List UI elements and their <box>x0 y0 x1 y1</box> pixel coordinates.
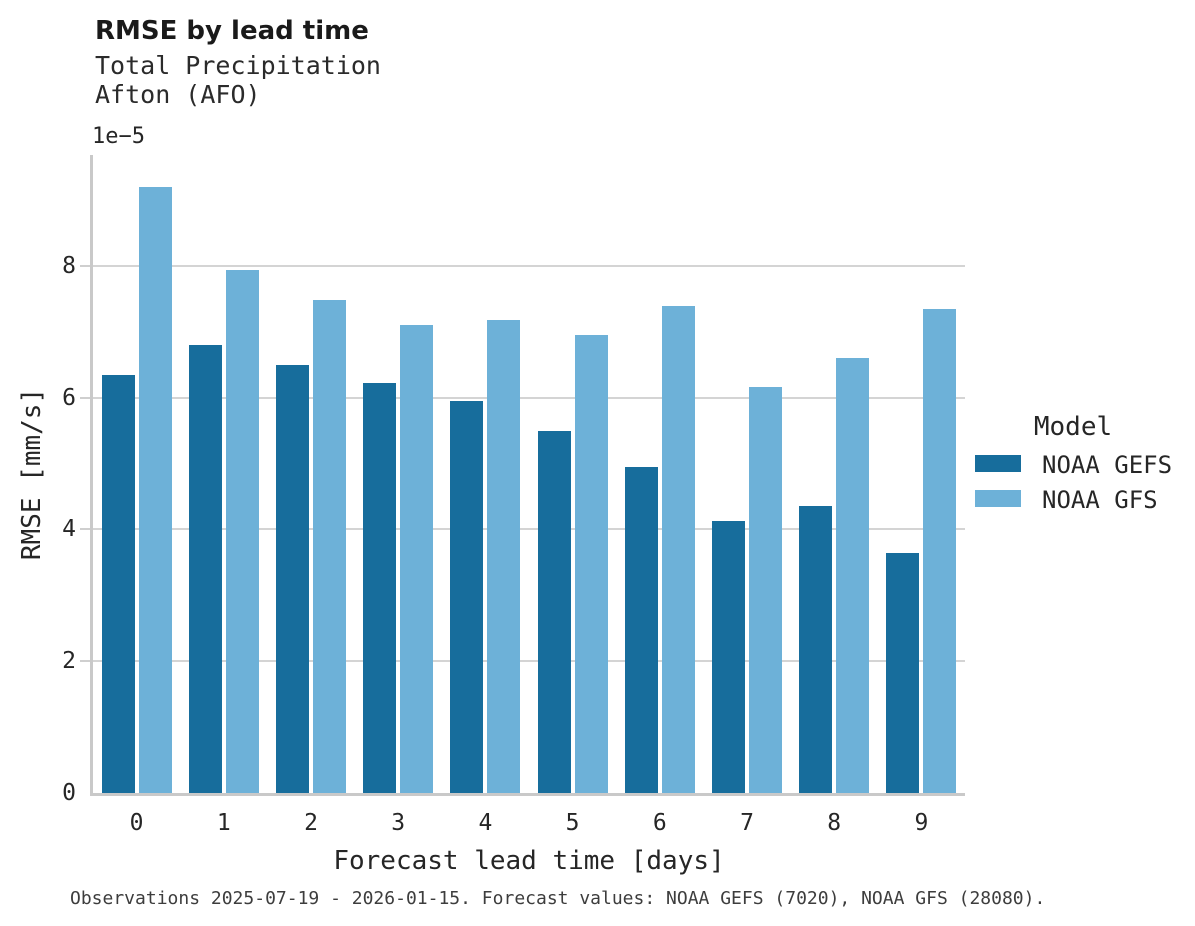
x-tick-label-6: 6 <box>652 810 667 836</box>
x-tick-label-4: 4 <box>478 810 493 836</box>
chart-subtitle-variable: Total Precipitation <box>95 51 381 80</box>
bar-noaa-gefs-day-2 <box>276 364 309 793</box>
y-gridline-6 <box>93 396 965 399</box>
y-gridline-2 <box>93 660 965 663</box>
legend-swatch-noaa-gefs <box>975 455 1021 472</box>
bar-noaa-gfs-day-9 <box>923 309 957 793</box>
bar-noaa-gefs-day-1 <box>188 345 222 793</box>
plot-area <box>80 155 965 796</box>
bar-noaa-gfs-day-1 <box>225 269 259 793</box>
x-tick-label-3: 3 <box>391 810 406 836</box>
bar-noaa-gfs-day-7 <box>749 386 782 793</box>
bar-noaa-gfs-day-2 <box>313 299 346 793</box>
y-tick-label-2: 2 <box>62 648 76 675</box>
x-tick-label-2: 2 <box>304 810 318 836</box>
y-tick-mark-2 <box>80 660 90 663</box>
bar-noaa-gfs-day-4 <box>487 320 521 793</box>
legend-label-noaa-gefs: NOAA GEFS <box>1042 451 1173 479</box>
bar-noaa-gefs-day-6 <box>624 466 658 793</box>
bar-noaa-gfs-day-8 <box>836 358 870 793</box>
bar-noaa-gfs-day-0 <box>138 186 172 793</box>
x-tick-label-8: 8 <box>827 810 842 836</box>
x-tick-label-5: 5 <box>565 810 580 836</box>
y-tick-mark-8 <box>80 264 90 267</box>
y-tick-label-0: 0 <box>62 780 76 806</box>
x-tick-label-9: 9 <box>914 810 929 836</box>
legend-label-noaa-gfs: NOAA GFS <box>1042 486 1158 514</box>
bar-noaa-gfs-day-5 <box>574 334 608 793</box>
bar-noaa-gefs-day-0 <box>101 374 135 793</box>
caption-text: Observations 2025-07-19 - 2026-01-15. Fo… <box>70 888 1046 909</box>
legend-swatch-noaa-gfs <box>975 490 1021 507</box>
bar-noaa-gefs-day-7 <box>712 520 745 793</box>
bar-noaa-gfs-day-3 <box>400 325 434 793</box>
bar-noaa-gefs-day-4 <box>450 401 484 793</box>
y-tick-label-4: 4 <box>62 516 76 543</box>
bar-noaa-gfs-day-6 <box>661 306 695 793</box>
x-tick-label-7: 7 <box>740 810 754 836</box>
y-tick-mark-4 <box>80 528 90 531</box>
x-tick-label-0: 0 <box>129 810 144 836</box>
y-tick-label-6: 6 <box>62 384 76 411</box>
bar-noaa-gefs-day-8 <box>799 505 833 793</box>
y-gridline-4 <box>93 528 965 531</box>
bar-noaa-gefs-day-5 <box>537 430 571 793</box>
chart-title: RMSE by lead time <box>95 16 369 46</box>
y-axis-offset-label: 1e−5 <box>92 124 145 149</box>
y-tick-mark-6 <box>80 396 90 399</box>
y-tick-label-8: 8 <box>62 252 76 279</box>
x-axis-title: Forecast lead time [days] <box>333 846 725 876</box>
chart-subtitle-station: Afton (AFO) <box>95 80 261 109</box>
bar-noaa-gefs-day-9 <box>886 552 920 793</box>
x-tick-label-1: 1 <box>216 810 231 836</box>
legend-title: Model <box>1033 412 1113 442</box>
y-gridline-8 <box>93 264 965 267</box>
bar-noaa-gefs-day-3 <box>363 382 397 793</box>
